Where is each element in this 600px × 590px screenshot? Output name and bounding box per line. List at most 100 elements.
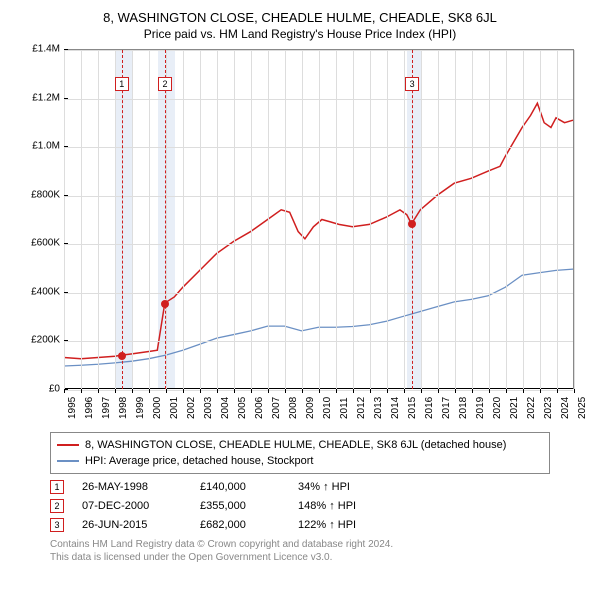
gridline-v <box>455 50 456 389</box>
attribution-line-2: This data is licensed under the Open Gov… <box>50 551 550 564</box>
legend-item: HPI: Average price, detached house, Stoc… <box>57 453 543 469</box>
x-axis-label: 1995 <box>67 397 78 419</box>
gridline-v <box>132 50 133 389</box>
sale-price: £140,000 <box>200 481 280 493</box>
chart-subtitle: Price paid vs. HM Land Registry's House … <box>10 27 590 41</box>
sale-price: £355,000 <box>200 500 280 512</box>
x-axis-label: 2023 <box>543 397 554 419</box>
gridline-v <box>574 50 575 389</box>
gridline-v <box>302 50 303 389</box>
y-axis-label: £800K <box>31 189 60 200</box>
gridline-v <box>489 50 490 389</box>
gridline-v <box>149 50 150 389</box>
x-axis-label: 2010 <box>322 397 333 419</box>
x-axis-label: 2020 <box>492 397 503 419</box>
sale-row: 1 26-MAY-1998 £140,000 34% ↑ HPI <box>50 480 550 494</box>
x-axis-label: 2003 <box>203 397 214 419</box>
x-axis-label: 2008 <box>288 397 299 419</box>
sales-table: 1 26-MAY-1998 £140,000 34% ↑ HPI 2 07-DEC-200… <box>50 480 550 532</box>
legend-label: 8, WASHINGTON CLOSE, CHEADLE HULME, CHEA… <box>85 437 506 453</box>
x-axis-label: 2011 <box>339 397 350 419</box>
marker-box: 2 <box>158 77 172 91</box>
x-axis-label: 2004 <box>220 397 231 419</box>
x-axis-label: 1996 <box>84 397 95 419</box>
gridline-v <box>523 50 524 389</box>
sale-marker-box: 1 <box>50 480 64 494</box>
gridline-v <box>64 50 65 389</box>
gridline-v <box>268 50 269 389</box>
attribution-line-1: Contains HM Land Registry data © Crown c… <box>50 538 550 551</box>
plot-area: 123 <box>64 49 574 389</box>
x-axis-label: 2025 <box>577 397 588 419</box>
x-axis-label: 2018 <box>458 397 469 419</box>
chart-container: 8, WASHINGTON CLOSE, CHEADLE HULME, CHEA… <box>0 0 600 572</box>
x-axis-label: 2013 <box>373 397 384 419</box>
sale-row: 3 26-JUN-2015 £682,000 122% ↑ HPI <box>50 518 550 532</box>
gridline-v <box>217 50 218 389</box>
sale-delta: 34% ↑ HPI <box>298 481 350 493</box>
sale-date: 26-JUN-2015 <box>82 519 182 531</box>
gridline-v <box>183 50 184 389</box>
sale-date: 07-DEC-2000 <box>82 500 182 512</box>
gridline-v <box>200 50 201 389</box>
legend-item: 8, WASHINGTON CLOSE, CHEADLE HULME, CHEA… <box>57 437 543 453</box>
x-axis-label: 2017 <box>441 397 452 419</box>
gridline-v <box>540 50 541 389</box>
y-axis-label: £0 <box>49 384 60 395</box>
y-axis-label: £1.0M <box>32 141 60 152</box>
x-axis-label: 2000 <box>152 397 163 419</box>
legend-swatch <box>57 460 79 462</box>
x-axis-label: 2019 <box>475 397 486 419</box>
x-axis-label: 2005 <box>237 397 248 419</box>
x-axis-label: 2002 <box>186 397 197 419</box>
gridline-v <box>387 50 388 389</box>
x-axis-label: 2021 <box>509 397 520 419</box>
x-axis-label: 2012 <box>356 397 367 419</box>
sale-point <box>408 220 416 228</box>
sale-point <box>161 300 169 308</box>
gridline-v <box>251 50 252 389</box>
x-axis-label: 2022 <box>526 397 537 419</box>
sale-delta: 122% ↑ HPI <box>298 519 356 531</box>
gridline-v <box>421 50 422 389</box>
x-axis-label: 1999 <box>135 397 146 419</box>
gridline-v <box>353 50 354 389</box>
marker-dash <box>122 50 123 389</box>
sale-marker-box: 2 <box>50 499 64 513</box>
gridline-v <box>98 50 99 389</box>
y-axis-label: £1.2M <box>32 92 60 103</box>
x-axis-label: 2007 <box>271 397 282 419</box>
gridline-v <box>404 50 405 389</box>
y-axis-label: £600K <box>31 238 60 249</box>
sale-row: 207-DEC-2000£355,000148% ↑ HPI <box>50 499 550 513</box>
legend-swatch <box>57 444 79 446</box>
x-axis-label: 1998 <box>118 397 129 419</box>
x-axis-label: 2016 <box>424 397 435 419</box>
gridline-v <box>166 50 167 389</box>
sale-marker-box: 3 <box>50 518 64 532</box>
x-axis-label: 1997 <box>101 397 112 419</box>
legend-label: HPI: Average price, detached house, Stoc… <box>85 453 314 469</box>
sale-price: £682,000 <box>200 519 280 531</box>
y-axis: £0£200K£400K£600K£800K£1.0M£1.2M£1.4M <box>20 49 64 389</box>
gridline-v <box>438 50 439 389</box>
x-axis-label: 2024 <box>560 397 571 419</box>
chart-area: £0£200K£400K£600K£800K£1.0M£1.2M£1.4M 12… <box>20 49 580 424</box>
gridline-v <box>506 50 507 389</box>
x-axis-label: 2014 <box>390 397 401 419</box>
gridline-v <box>370 50 371 389</box>
y-axis-label: £400K <box>31 286 60 297</box>
gridline-v <box>285 50 286 389</box>
gridline-v <box>557 50 558 389</box>
gridline-v <box>319 50 320 389</box>
x-axis-label: 2009 <box>305 397 316 419</box>
gridline-v <box>336 50 337 389</box>
x-axis: 1995199619971998199920002001200220032004… <box>64 389 574 424</box>
x-axis-label: 2006 <box>254 397 265 419</box>
sale-point <box>118 352 126 360</box>
sale-date: 26-MAY-1998 <box>82 481 182 493</box>
gridline-v <box>81 50 82 389</box>
gridline-v <box>115 50 116 389</box>
gridline-v <box>472 50 473 389</box>
marker-dash <box>165 50 166 389</box>
